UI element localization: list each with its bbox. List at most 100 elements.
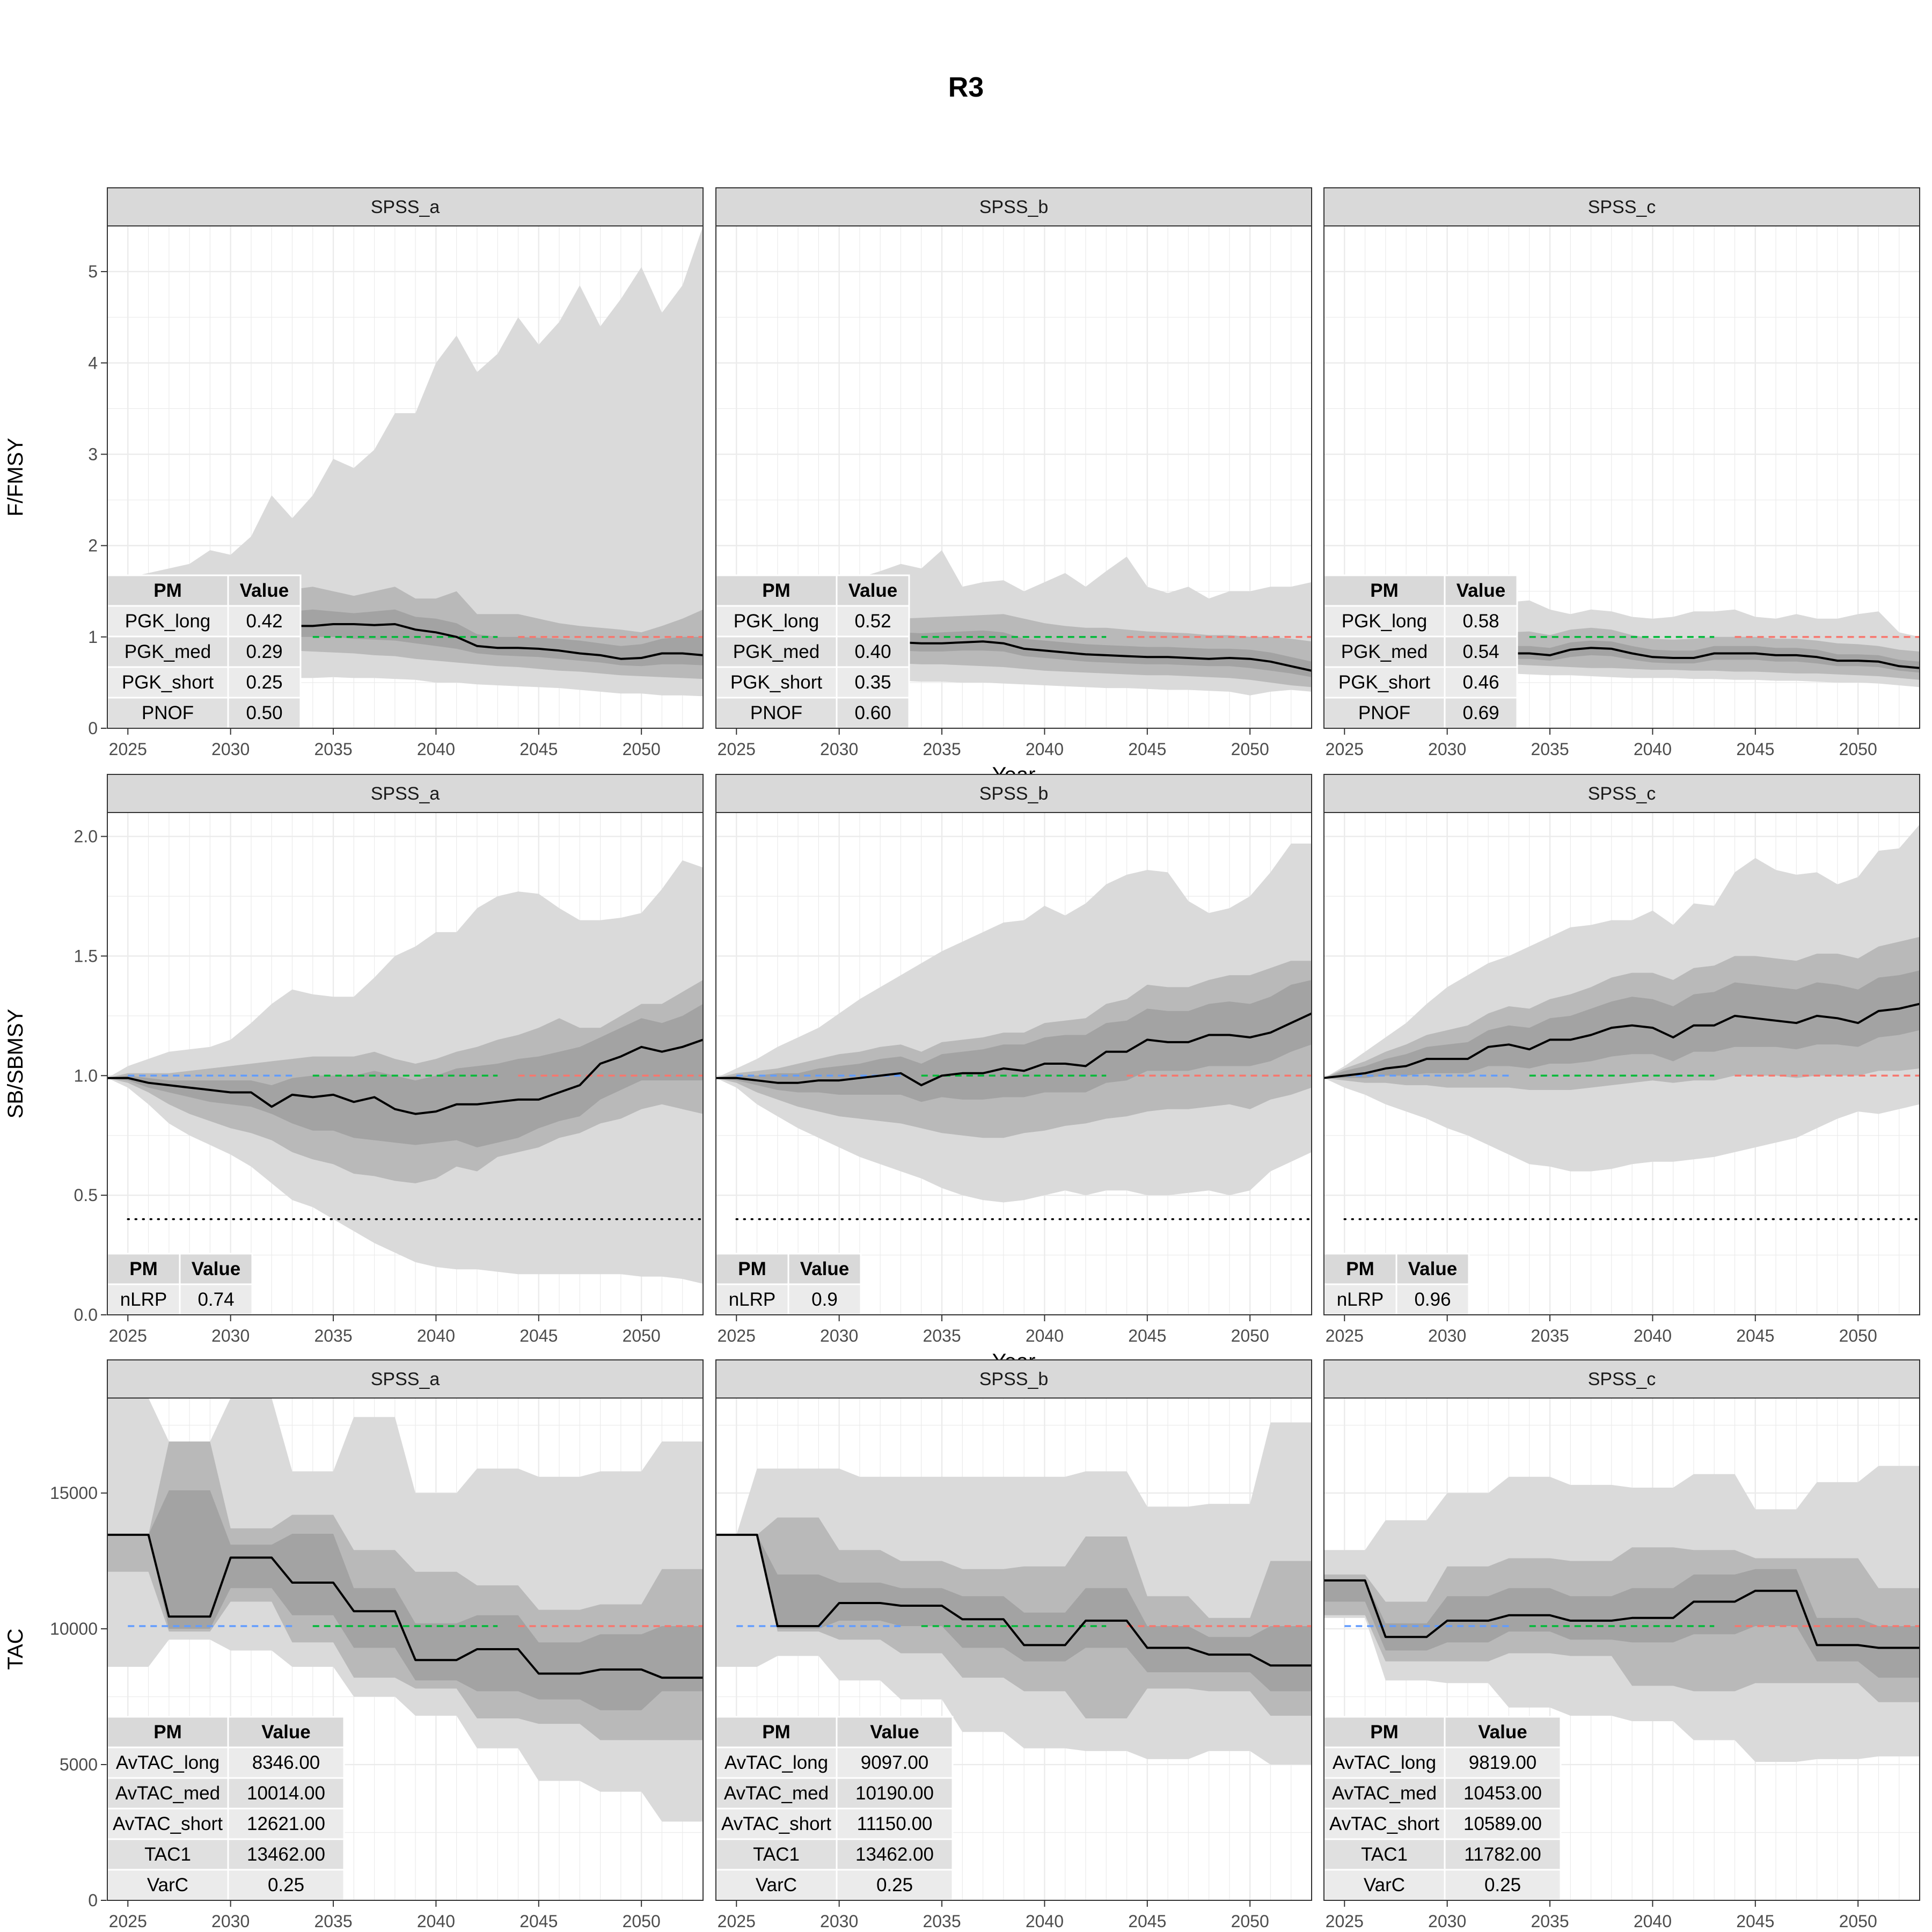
pm-table: PM Value PGK_long 0.42 PGK_med 0.29 PGK_short 0…: [106, 574, 302, 729]
pm-table-name: TAC1: [144, 1844, 191, 1865]
pm-table-header-value: Value: [1457, 580, 1505, 601]
panel-border: [107, 812, 704, 1315]
x-tick-label: 2050: [623, 1912, 661, 1931]
panel-grid: F/FMSY012345YearSPSS_aPMValuePGK_long0.4…: [4, 187, 1920, 1931]
median-line: [107, 1533, 703, 1679]
pm-table-value: 0.25: [268, 1875, 304, 1896]
pm-table-cell: [106, 1716, 229, 1748]
pm-table-cell: [227, 697, 302, 729]
pm-table-cell: [836, 574, 910, 607]
pm-table-header-value: Value: [261, 1722, 310, 1743]
x-tick-label: 2030: [1428, 740, 1466, 759]
pm-table: PM Value nLRP 0.96: [1323, 1253, 1470, 1316]
y-axis-title: TAC: [4, 1628, 27, 1670]
pm-table-value: 0.25: [876, 1875, 913, 1896]
facet-strip: [1323, 187, 1920, 226]
chart-row-2: SB/SBMSY0.00.51.01.52.0YearSPSS_aPMValue…: [4, 774, 1920, 1373]
pm-table-header-value: Value: [240, 580, 289, 601]
pm-table-name: AvTAC_short: [113, 1813, 223, 1834]
panel-SPSS_b: SPSS_b PM Value AvTAC_long 9097.00 AvTAC_med 1…: [715, 1359, 1312, 1931]
pm-table-cell: [787, 1253, 862, 1285]
facet-label: SPSS_a: [371, 784, 440, 804]
panel-SPSS_c: SPSS_c PM Value nLRP 0.96 2025 2030 2035 2040 204…: [1323, 774, 1920, 1345]
pm-table-cell: [106, 574, 229, 607]
x-tick-label: 2045: [519, 740, 558, 759]
panel-border: [1323, 812, 1920, 1315]
pm-table-value: 11782.00: [1464, 1844, 1541, 1865]
pm-table-cell: [1323, 574, 1446, 607]
facet-strip: [107, 187, 704, 226]
x-tick-label: 2045: [519, 1912, 558, 1931]
y-tick-label: 0.0: [74, 1305, 98, 1324]
x-tick-label: 2030: [820, 1912, 858, 1931]
pm-table-value: 0.96: [1414, 1289, 1451, 1310]
pm-table-cell: [1444, 1777, 1562, 1810]
pm-table: PM Value PGK_long 0.58 PGK_med 0.54 PGK_short 0…: [1323, 574, 1518, 729]
pm-table-value: 0.35: [854, 672, 891, 693]
median-line: [716, 1533, 1312, 1667]
pm-table-cell: [1323, 1777, 1446, 1810]
pm-table-cell: [1444, 1716, 1562, 1748]
x-tick-label: 2030: [1428, 1326, 1466, 1345]
band-inner: [107, 1490, 703, 1710]
median-line: [107, 1038, 703, 1115]
pm-table-header-value: Value: [800, 1258, 849, 1279]
pm-table-value: 0.42: [246, 611, 282, 632]
x-tick-label: 2035: [1531, 1326, 1569, 1345]
chart-row-3: TAC050001000015000YearSPSS_aPMValueAvTAC…: [4, 1359, 1920, 1931]
panel-SPSS_a: SPSS_a PM Value AvTAC_long 8346.00 AvTAC_med 1…: [106, 1359, 704, 1931]
x-tick-label: 2025: [718, 1912, 756, 1931]
pm-table-name: PGK_med: [125, 641, 211, 662]
pm-table-value: 13462.00: [247, 1844, 325, 1865]
pm-table-name: TAC1: [753, 1844, 800, 1865]
x-tick-label: 2045: [1736, 740, 1774, 759]
pm-table-cell: [836, 1838, 954, 1871]
y-tick-label: 0: [88, 1891, 98, 1910]
panel-SPSS_b: SPSS_b PM Value PGK_long 0.52 PGK_med 0.40 PGK_…: [715, 187, 1312, 759]
y-axis-title: SB/SBMSY: [4, 1009, 27, 1119]
pm-table-name: nLRP: [1337, 1289, 1384, 1310]
x-tick-label: 2025: [1326, 740, 1364, 759]
x-tick-label: 2030: [211, 740, 250, 759]
x-tick-label: 2040: [417, 1326, 455, 1345]
pm-table-name: TAC1: [1361, 1844, 1408, 1865]
x-tick-label: 2050: [1231, 1326, 1269, 1345]
pm-table-cell: [227, 1746, 345, 1779]
pm-table-header-pm: PM: [153, 1722, 182, 1743]
pm-table-header-pm: PM: [1370, 580, 1399, 601]
x-tick-label: 2050: [1231, 740, 1269, 759]
x-tick-label: 2035: [923, 740, 961, 759]
facet-strip: [715, 1359, 1312, 1399]
pm-table-cell: [227, 1777, 345, 1810]
pm-table-cell: [1323, 635, 1446, 668]
facet-label: SPSS_b: [979, 784, 1049, 804]
band-inner: [716, 1534, 1312, 1692]
pm-table-cell: [227, 1716, 345, 1748]
x-tick-label: 2035: [923, 1326, 961, 1345]
pm-table-cell: [1323, 1716, 1446, 1748]
pm-table-name: PGK_long: [1342, 611, 1428, 632]
panel-SPSS_c: SPSS_c PM Value PGK_long 0.58 PGK_med 0.54 PGK_…: [1323, 187, 1920, 759]
pm-table-name: PGK_short: [730, 672, 822, 693]
panel-SPSS_c: SPSS_c PM Value AvTAC_long 9819.00 AvTAC_med 1…: [1323, 1359, 1920, 1931]
data-layer: [1324, 1466, 1920, 1762]
pm-table-value: 9097.00: [861, 1752, 929, 1773]
pm-table: PM Value nLRP 0.9: [715, 1253, 862, 1316]
data-layer: [716, 843, 1312, 1220]
pm-table-value: 0.29: [246, 641, 282, 662]
y-tick-label: 1.5: [74, 946, 98, 965]
pm-table: PM Value AvTAC_long 8346.00 AvTAC_med 10014.0…: [106, 1716, 345, 1901]
pm-table-header-pm: PM: [153, 580, 182, 601]
pm-table-cell: [836, 1746, 954, 1779]
pm-table-value: 0.74: [197, 1289, 234, 1310]
pm-table-name: PNOF: [142, 702, 194, 723]
x-tick-label: 2050: [1231, 1912, 1269, 1931]
panel-border: [1323, 225, 1920, 729]
pm-table-header-pm: PM: [1370, 1722, 1399, 1743]
y-tick-label: 2: [88, 536, 98, 555]
pm-table-name: AvTAC_short: [1329, 1813, 1439, 1834]
y-axis-title: F/FMSY: [4, 438, 27, 517]
panel-border: [1323, 1397, 1920, 1901]
band-inner: [1324, 1569, 1920, 1678]
y-tick-label: 3: [88, 444, 98, 464]
